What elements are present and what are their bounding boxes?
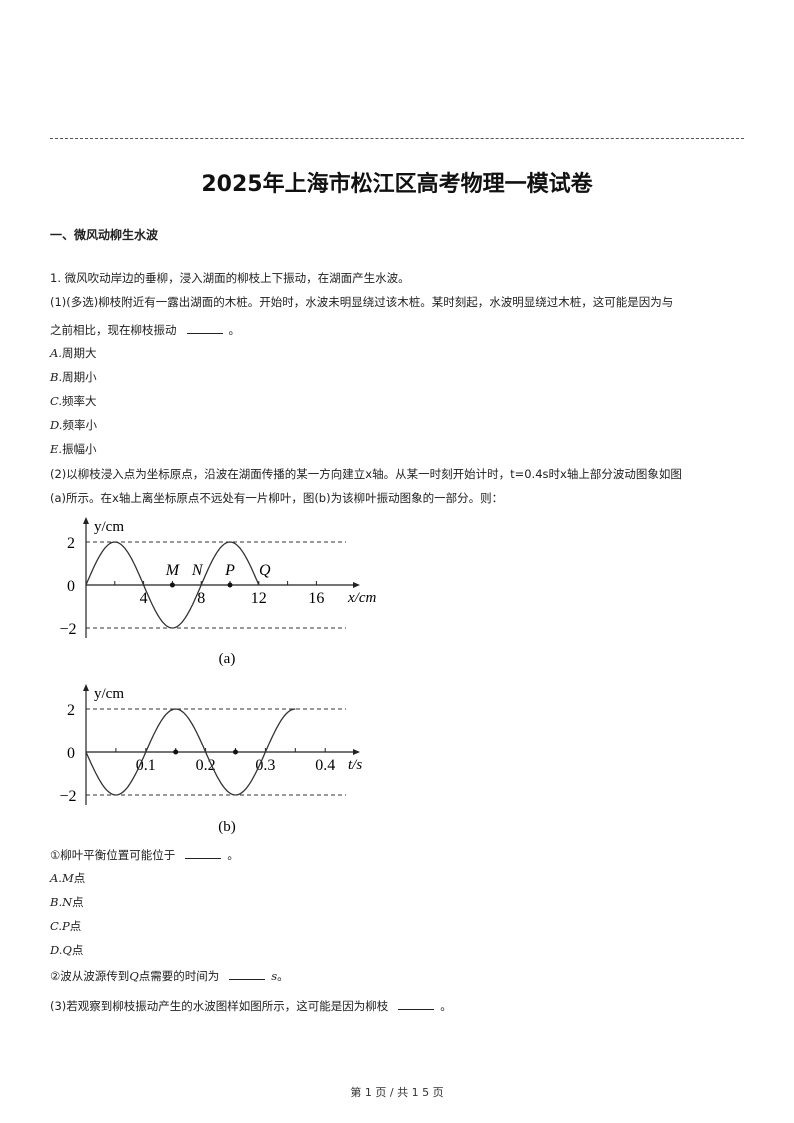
y-tick-label: −2 [59,621,76,638]
x-tick-label: 0.2 [196,757,216,774]
x-tick-label: 12 [251,590,267,607]
option-point: M [61,871,74,885]
figure-caption: (a) [219,651,236,667]
option-text: 点 [73,871,86,885]
option-letter: D. [50,943,63,957]
dashed-divider [50,138,744,139]
period: 。 [228,323,241,337]
sub2-point: Q [129,969,139,983]
option-e: E.振幅小 [50,441,97,457]
option-b: B.周期小 [50,369,97,385]
point-label-n: N [191,562,204,579]
x-tick-label: 0.1 [136,757,156,774]
page-footer: 第 1 页 / 共 1 5 页 [350,1086,444,1099]
page-title: 2025年上海市松江区高考物理一模试卷 [201,172,593,197]
x-axis-arrow-icon [353,582,360,588]
option-letter: C. [50,919,63,933]
sub2-text-2: 点需要的时间为 [138,969,220,983]
y-axis-label: y/cm [94,519,124,535]
wave-curve [85,708,296,796]
option-c: C.频率大 [50,393,97,409]
point-label-p: P [224,562,235,579]
part2-line2: (a)所示。在x轴上离坐标原点不远处有一片柳叶，图(b)为该柳叶振动图象的一部分… [50,491,504,505]
x-tick-label: 16 [308,590,324,607]
y-axis-label: y/cm [94,686,124,702]
y-tick-label: −2 [59,788,76,805]
part1-line1: (1)(多选)柳枝附近有一露出湖面的木桩。开始时，水波未明显绕过该木桩。某时刻起… [50,295,674,309]
answer-blank [185,848,222,859]
answer-blank [229,969,266,980]
option-text: 点 [69,919,82,933]
option-text: 点 [71,943,84,957]
option-text: 周期大 [61,346,97,360]
option-text: 频率大 [62,394,97,408]
y-axis-arrow-icon [83,684,89,691]
option-d: D.频率小 [50,417,97,433]
y-tick-label: 0 [67,578,75,595]
y-axis-arrow-icon [83,517,89,524]
sub1-text: ①柳叶平衡位置可能位于 [50,848,176,862]
section-heading: 一、微风动柳生水波 [50,228,159,242]
option-point: Q [62,943,72,957]
x-tick-label: 0.3 [255,757,275,774]
x-tick-label: 0.4 [315,757,335,774]
point-marker [173,749,179,755]
x-axis-label: t/s [348,757,362,773]
sub2-line: ②波从波源传到Q点需要的时间为 s。 [50,968,289,984]
point-marker [169,582,175,588]
part3-line: (3)若观察到柳枝振动产生的水波图样如图所示，这可能是因为柳枝 。 [50,998,452,1014]
question-stem: 1. 微风吹动岸边的垂柳，浸入湖面的柳枝上下振动，在湖面产生水波。 [50,271,410,285]
option-point: N [62,895,73,909]
option-letter: B. [50,895,63,909]
option-letter: A. [50,346,62,360]
figure-caption: (b) [218,819,236,835]
period: 。 [277,969,289,983]
part3-text: (3)若观察到柳枝振动产生的水波图样如图所示，这可能是因为柳枝 [50,999,389,1013]
sub2-text: ②波从波源传到 [50,969,130,983]
answer-blank [398,999,435,1010]
option-point: P [62,919,70,933]
part1-text: 之前相比，现在柳枝振动 [50,323,177,337]
sub1-line: ①柳叶平衡位置可能位于 。 [50,847,239,863]
x-axis-arrow-icon [353,749,360,755]
option-letter: B. [50,370,63,384]
option-letter: A. [50,871,62,885]
option-text: 振幅小 [62,442,97,456]
period: 。 [440,999,452,1013]
point-marker [233,749,238,755]
x-tick-label: 8 [197,590,205,607]
option-letter: E. [50,442,63,456]
x-axis-label: x/cm [347,590,376,606]
part1-line2: 之前相比，现在柳枝振动 。 [50,322,240,338]
point-marker [227,582,233,588]
point-label-m: M [165,562,181,579]
period: 。 [227,848,239,862]
option-text: 频率小 [62,418,97,432]
part2-line1: (2)以柳枝浸入点为坐标原点，沿波在湖面传播的某一方向建立x轴。从某一时刻开始计… [50,467,682,481]
sub1-option-c: C.P点 [50,918,81,934]
wave-curve [85,541,260,629]
y-tick-label: 2 [67,702,75,719]
sub1-option-a: A.M点 [50,870,85,886]
option-text: 点 [72,895,84,909]
wave-figures: y/cm x/cm 2 0 −2 4 8 12 16 (a) y/cm t/s 2 0 −2 0.1 0.2 0.… [59,517,376,835]
x-tick-label: 4 [140,590,148,607]
y-tick-label: 0 [67,745,75,762]
y-tick-label: 2 [67,535,75,552]
option-letter: C. [50,394,63,408]
point-label-q: Q [259,562,271,579]
sub1-option-b: B.N点 [50,894,84,910]
option-text: 周期小 [62,370,97,384]
answer-blank [186,323,223,334]
option-letter: D. [50,418,63,432]
unit: s [271,969,278,983]
sub1-option-d: D.Q点 [50,942,83,958]
option-a: A.周期大 [50,345,96,361]
